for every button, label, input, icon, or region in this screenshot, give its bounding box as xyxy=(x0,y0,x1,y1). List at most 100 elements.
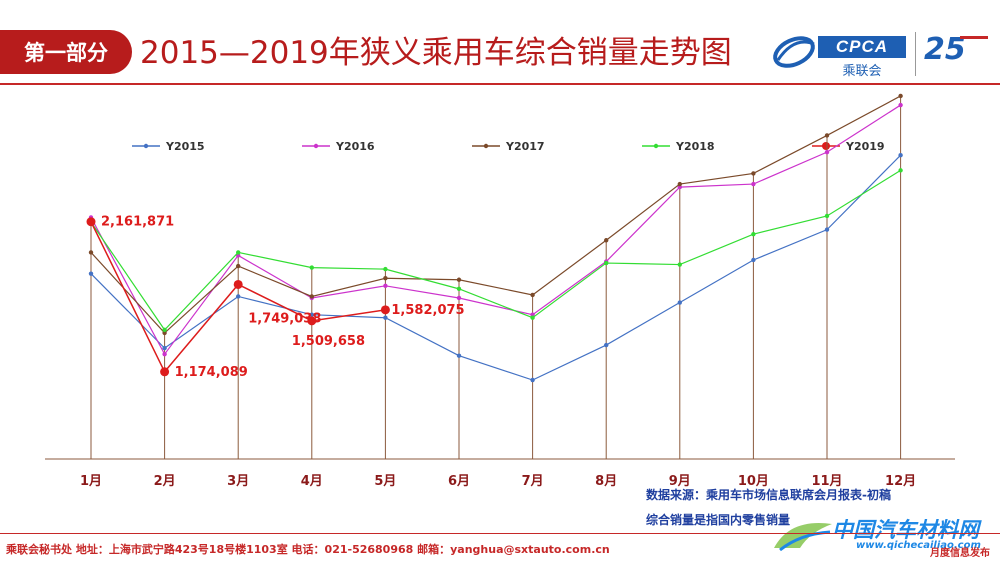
x-tick-label: 4月 xyxy=(301,474,323,489)
x-tick-label: 6月 xyxy=(448,474,470,489)
footer-tag: 月度信息发布 xyxy=(930,548,990,559)
chart-series xyxy=(86,93,903,383)
series-line-Y2015 xyxy=(90,154,902,381)
series-point-Y2016 xyxy=(383,283,388,289)
series-point-Y2015 xyxy=(162,345,167,351)
series-point-Y2018 xyxy=(751,231,756,237)
legend-marker xyxy=(822,142,830,150)
footer-contact: 乘联会秘书处 地址：上海市武宁路423号18号楼1103室 电话：021-526… xyxy=(6,543,610,556)
legend-marker xyxy=(313,143,319,149)
x-tick-label: 9月 xyxy=(669,474,691,489)
series-point-Y2016 xyxy=(456,295,462,301)
series-point-Y2015 xyxy=(456,353,462,358)
series-point-Y2019 xyxy=(233,279,243,289)
x-tick-label: 10月 xyxy=(738,474,769,489)
series-point-Y2015 xyxy=(751,257,756,263)
cpca-logo-sub: 乘联会 xyxy=(842,64,882,79)
series-point-Y2017 xyxy=(383,276,388,281)
watermark-main: 中国汽车材料网 xyxy=(832,518,979,542)
series-point-Y2018 xyxy=(456,286,462,292)
legend-label: Y2019 xyxy=(845,140,885,153)
footer-rule xyxy=(0,533,1000,534)
logo-divider xyxy=(915,32,916,76)
series-point-Y2019 xyxy=(307,316,317,326)
cpca-logo: CPCA xyxy=(818,36,906,58)
legend-label: Y2018 xyxy=(675,140,715,153)
anniversary-accent xyxy=(960,36,988,39)
series-point-Y2017 xyxy=(530,292,535,298)
data-label: 1,582,075 xyxy=(391,303,464,318)
series-point-Y2016 xyxy=(898,102,903,108)
series-point-Y2016 xyxy=(162,351,167,357)
chart-drop-lines xyxy=(90,95,902,459)
legend-marker xyxy=(653,143,659,149)
chart-legend: Y2015 Y2016 Y2017 Y2018 Y2019 xyxy=(132,140,885,153)
series-point-Y2017 xyxy=(824,133,830,138)
series-point-Y2017 xyxy=(751,171,756,176)
series-point-Y2015 xyxy=(88,271,94,276)
cpca-swoosh-icon xyxy=(773,36,815,68)
series-point-Y2015 xyxy=(236,294,241,299)
series-point-Y2019 xyxy=(86,217,96,227)
series-point-Y2019 xyxy=(160,367,170,377)
page-title: 2015—2019年狭义乘用车综合销量走势图 xyxy=(140,35,732,71)
watermark-url: www.qichecailiao.com xyxy=(856,540,981,551)
series-point-Y2015 xyxy=(530,377,535,383)
series-point-Y2017 xyxy=(898,93,903,99)
x-tick-label: 11月 xyxy=(811,474,842,489)
section-label: 第一部分 xyxy=(24,41,108,65)
series-point-Y2017 xyxy=(456,277,462,282)
series-line-Y2018 xyxy=(90,169,901,331)
data-label: 2,161,871 xyxy=(101,215,174,230)
legend-marker xyxy=(483,143,489,149)
series-point-Y2016 xyxy=(751,181,756,187)
series-point-Y2017 xyxy=(309,294,314,299)
series-point-Y2015 xyxy=(604,342,609,348)
series-point-Y2018 xyxy=(309,265,314,270)
series-point-Y2015 xyxy=(898,152,903,158)
x-tick-label: 2月 xyxy=(154,474,176,489)
series-point-Y2018 xyxy=(236,250,241,255)
series-point-Y2015 xyxy=(824,227,830,232)
series-point-Y2015 xyxy=(309,312,314,317)
series-point-Y2017 xyxy=(88,250,94,255)
data-label: 1,174,089 xyxy=(175,365,248,380)
watermark-car-icon xyxy=(774,523,832,552)
series-point-Y2015 xyxy=(677,300,682,305)
data-label: 1,509,658 xyxy=(292,334,365,349)
legend-label: Y2016 xyxy=(335,140,375,153)
legend-label: Y2017 xyxy=(505,140,545,153)
series-point-Y2017 xyxy=(236,263,241,269)
series-point-Y2016 xyxy=(677,184,682,190)
x-tick-label: 8月 xyxy=(595,474,617,489)
data-labels: 2,161,871 1,174,089 1,749,038 1,509,658 1,58… xyxy=(101,215,465,380)
series-point-Y2017 xyxy=(604,238,609,243)
series-point-Y2018 xyxy=(383,266,388,272)
series-point-Y2015 xyxy=(383,315,388,320)
x-tick-label: 5月 xyxy=(374,474,396,489)
series-point-Y2016 xyxy=(530,312,535,317)
series-point-Y2017 xyxy=(677,181,682,187)
series-point-Y2019 xyxy=(380,305,390,315)
legend-marker xyxy=(143,143,149,149)
series-point-Y2018 xyxy=(530,315,535,320)
series-point-Y2018 xyxy=(162,327,167,333)
x-tick-label: 1月 xyxy=(80,474,102,489)
series-point-Y2018 xyxy=(677,262,682,267)
series-line-Y2016 xyxy=(90,104,901,356)
series-point-Y2018 xyxy=(824,213,830,219)
series-point-Y2018 xyxy=(898,168,903,173)
data-label: 1,749,038 xyxy=(248,311,321,326)
series-point-Y2018 xyxy=(604,260,609,266)
source-note: 数据来源：乘用车市场信息联席会月报表-初稿 xyxy=(646,488,891,502)
series-line-Y2017 xyxy=(90,95,901,334)
series-point-Y2016 xyxy=(824,149,830,155)
x-axis: 1月 2月 3月 4月 5月 6月 7月 8月 9月 10月 11月 12月 xyxy=(45,458,955,489)
logo-area: CPCA 乘联会 25 xyxy=(770,30,995,79)
x-tick-label: 12月 xyxy=(885,474,916,489)
definition-note: 综合销量是指国内零售销量 xyxy=(646,513,791,527)
header-rule xyxy=(0,83,1000,85)
x-tick-label: 3月 xyxy=(227,474,249,489)
legend-label: Y2015 xyxy=(165,140,205,153)
